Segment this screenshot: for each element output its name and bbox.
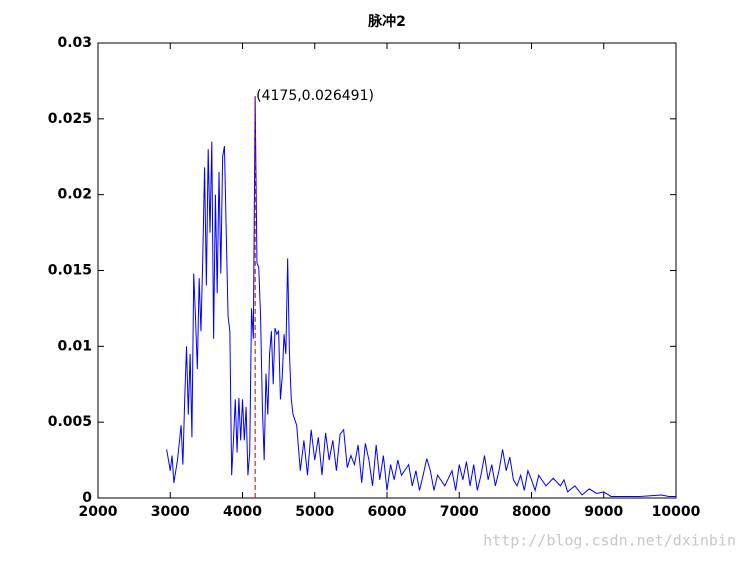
x-tick-label: 6000 <box>368 504 407 520</box>
x-tick-label: 5000 <box>295 504 334 520</box>
y-tick-label: 0.03 <box>57 35 92 51</box>
x-tick-label: 3000 <box>151 504 190 520</box>
y-tick-label: 0.02 <box>57 187 92 203</box>
x-tick-label: 8000 <box>512 504 551 520</box>
x-tick-label: 10000 <box>652 504 701 520</box>
y-tick-label: 0.015 <box>48 263 92 279</box>
annotation-label: (4175,0.026491) <box>256 88 374 104</box>
y-tick-label: 0 <box>82 490 92 506</box>
y-tick-label: 0.005 <box>48 414 92 430</box>
watermark: http://blog.csdn.net/dxinbin <box>483 532 736 550</box>
chart-title: 脉冲2 <box>367 13 406 30</box>
y-tick-label: 0.01 <box>57 338 92 354</box>
x-tick-label: 2000 <box>79 504 118 520</box>
data-line <box>166 96 676 497</box>
x-tick-label: 7000 <box>440 504 479 520</box>
axes-box <box>97 42 677 499</box>
y-tick-label: 0.025 <box>48 111 92 127</box>
x-tick-label: 9000 <box>584 504 623 520</box>
x-tick-label: 4000 <box>223 504 262 520</box>
